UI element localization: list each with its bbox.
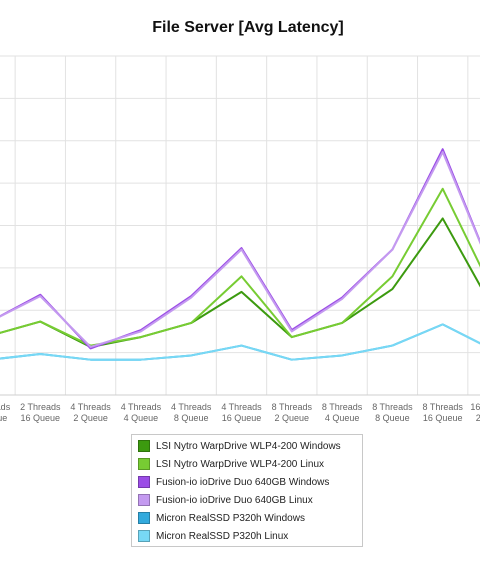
series-line-4 [0,151,480,348]
legend-label: Fusion-io ioDrive Duo 640GB Linux [156,494,313,506]
legend-label: Fusion-io ioDrive Duo 640GB Windows [156,476,330,488]
x-tick-label: 8 Threads 8 Queue [372,402,413,423]
legend-swatch [138,458,150,470]
legend-swatch [138,512,150,524]
legend-label: LSI Nytro WarpDrive WLP4-200 Windows [156,440,341,452]
x-tick-label: 4 Threads 8 Queue [171,402,212,423]
legend-swatch [138,440,150,452]
legend-label: Micron RealSSD P320h Windows [156,512,305,524]
x-tick-label: 4 Threads 16 Queue [221,402,262,423]
legend-item: Micron RealSSD P320h Linux [138,527,362,545]
legend-label: Micron RealSSD P320h Linux [156,530,289,542]
x-tick-label: 2 Threads 16 Queue [20,402,61,423]
legend-swatch [138,530,150,542]
x-tick-label: 8 Threads 4 Queue [322,402,363,423]
series-line-2 [0,187,480,347]
x-tick-label: 4 Threads 4 Queue [121,402,162,423]
legend-item: Fusion-io ioDrive Duo 640GB Windows [138,473,362,491]
legend-label: LSI Nytro WarpDrive WLP4-200 Linux [156,458,325,470]
chart-title: File Server [Avg Latency] [152,19,344,36]
legend-swatch [138,476,150,488]
legend-item: LSI Nytro WarpDrive WLP4-200 Linux [138,455,362,473]
legend-item: Fusion-io ioDrive Duo 640GB Linux [138,491,362,509]
x-tick-label: 8 Threads 16 Queue [423,402,464,423]
chart-legend: LSI Nytro WarpDrive WLP4-200 Windows LSI … [131,434,363,547]
x-tick-label: 8 Threads 2 Queue [272,402,313,423]
legend-item: LSI Nytro WarpDrive WLP4-200 Windows [138,437,362,455]
series-line-6 [0,323,480,361]
legend-swatch [138,494,150,506]
legend-item: Micron RealSSD P320h Windows [138,509,362,527]
